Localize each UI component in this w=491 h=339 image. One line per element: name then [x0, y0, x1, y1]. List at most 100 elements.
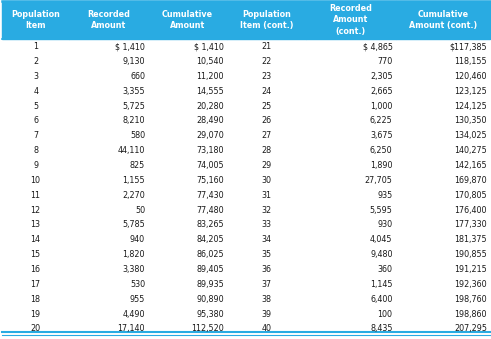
- Text: 123,125: 123,125: [454, 87, 487, 96]
- Text: 75,160: 75,160: [196, 176, 224, 185]
- Text: 12: 12: [30, 205, 41, 215]
- Text: 15: 15: [30, 250, 41, 259]
- Text: 2,305: 2,305: [370, 72, 393, 81]
- Text: 25: 25: [262, 102, 272, 111]
- Text: 95,380: 95,380: [196, 310, 224, 319]
- Text: 3,355: 3,355: [122, 87, 145, 96]
- Text: 1,890: 1,890: [370, 161, 393, 170]
- Text: 9,480: 9,480: [370, 250, 393, 259]
- Text: 74,005: 74,005: [196, 161, 224, 170]
- Text: 26: 26: [262, 117, 272, 125]
- Text: 3: 3: [33, 72, 38, 81]
- Text: 18: 18: [30, 295, 41, 304]
- Text: 39: 39: [262, 310, 272, 319]
- Text: 6,225: 6,225: [370, 117, 393, 125]
- Text: 2: 2: [33, 57, 38, 66]
- Text: 3,675: 3,675: [370, 131, 393, 140]
- Text: 530: 530: [130, 280, 145, 289]
- Text: 825: 825: [130, 161, 145, 170]
- Text: 134,025: 134,025: [455, 131, 487, 140]
- Text: 8: 8: [33, 146, 38, 155]
- Text: 17: 17: [30, 280, 41, 289]
- Text: 28: 28: [262, 146, 272, 155]
- Text: 77,430: 77,430: [196, 191, 224, 200]
- Text: 90,890: 90,890: [196, 295, 224, 304]
- Text: 955: 955: [130, 295, 145, 304]
- Text: 50: 50: [135, 205, 145, 215]
- Text: 13: 13: [30, 220, 41, 230]
- Text: 770: 770: [378, 57, 393, 66]
- Text: 17,140: 17,140: [117, 324, 145, 333]
- Text: 9: 9: [33, 161, 38, 170]
- Text: 120,460: 120,460: [455, 72, 487, 81]
- Text: 31: 31: [262, 191, 272, 200]
- Text: Recorded
Amount
(cont.): Recorded Amount (cont.): [329, 4, 372, 36]
- Text: 176,400: 176,400: [455, 205, 487, 215]
- Text: 28,490: 28,490: [196, 117, 224, 125]
- Text: 36: 36: [262, 265, 272, 274]
- Text: 8,210: 8,210: [123, 117, 145, 125]
- Text: 930: 930: [378, 220, 393, 230]
- Text: 19: 19: [30, 310, 41, 319]
- Text: 1,155: 1,155: [122, 176, 145, 185]
- Text: 32: 32: [262, 205, 272, 215]
- Text: 181,375: 181,375: [455, 235, 487, 244]
- Text: 5,785: 5,785: [122, 220, 145, 230]
- Text: 83,265: 83,265: [196, 220, 224, 230]
- Text: 118,155: 118,155: [455, 57, 487, 66]
- Text: $ 1,410: $ 1,410: [115, 42, 145, 51]
- Text: 2,665: 2,665: [370, 87, 393, 96]
- Text: 112,520: 112,520: [191, 324, 224, 333]
- Text: 6: 6: [33, 117, 38, 125]
- Text: 84,205: 84,205: [196, 235, 224, 244]
- Text: 40: 40: [262, 324, 272, 333]
- Text: 23: 23: [262, 72, 272, 81]
- Text: 360: 360: [378, 265, 393, 274]
- Text: 580: 580: [130, 131, 145, 140]
- Text: 5,595: 5,595: [370, 205, 393, 215]
- Text: 27,705: 27,705: [365, 176, 393, 185]
- Text: $117,385: $117,385: [449, 42, 487, 51]
- Text: 5,725: 5,725: [122, 102, 145, 111]
- Text: 1: 1: [33, 42, 38, 51]
- Text: 4: 4: [33, 87, 38, 96]
- Text: 37: 37: [262, 280, 272, 289]
- Text: 100: 100: [378, 310, 393, 319]
- Text: 5: 5: [33, 102, 38, 111]
- Text: 142,165: 142,165: [455, 161, 487, 170]
- Text: 21: 21: [262, 42, 272, 51]
- Text: Cumulative
Amount (cont.): Cumulative Amount (cont.): [409, 10, 477, 30]
- Text: 940: 940: [130, 235, 145, 244]
- Text: 89,405: 89,405: [196, 265, 224, 274]
- Text: 3,380: 3,380: [123, 265, 145, 274]
- Text: 6,400: 6,400: [370, 295, 393, 304]
- Text: Population
Item (cont.): Population Item (cont.): [240, 10, 294, 30]
- Text: 16: 16: [30, 265, 41, 274]
- Text: 11: 11: [30, 191, 41, 200]
- Text: 192,360: 192,360: [455, 280, 487, 289]
- Text: 89,935: 89,935: [196, 280, 224, 289]
- Text: 30: 30: [262, 176, 272, 185]
- Text: 38: 38: [262, 295, 272, 304]
- Text: 24: 24: [262, 87, 272, 96]
- Text: 6,250: 6,250: [370, 146, 393, 155]
- Text: 4,490: 4,490: [123, 310, 145, 319]
- Text: 27: 27: [262, 131, 272, 140]
- Text: 33: 33: [262, 220, 272, 230]
- Text: $ 1,410: $ 1,410: [194, 42, 224, 51]
- Text: 4,045: 4,045: [370, 235, 393, 244]
- Text: 207,295: 207,295: [454, 324, 487, 333]
- Text: Cumulative
Amount: Cumulative Amount: [162, 10, 213, 30]
- Text: 20,280: 20,280: [196, 102, 224, 111]
- Text: 22: 22: [262, 57, 272, 66]
- Text: 14: 14: [30, 235, 41, 244]
- Text: 11,200: 11,200: [196, 72, 224, 81]
- Text: 29,070: 29,070: [196, 131, 224, 140]
- Text: 170,805: 170,805: [455, 191, 487, 200]
- Text: 660: 660: [130, 72, 145, 81]
- Text: 169,870: 169,870: [455, 176, 487, 185]
- Text: 1,820: 1,820: [123, 250, 145, 259]
- Text: 7: 7: [33, 131, 38, 140]
- Text: 34: 34: [262, 235, 272, 244]
- Text: 190,855: 190,855: [454, 250, 487, 259]
